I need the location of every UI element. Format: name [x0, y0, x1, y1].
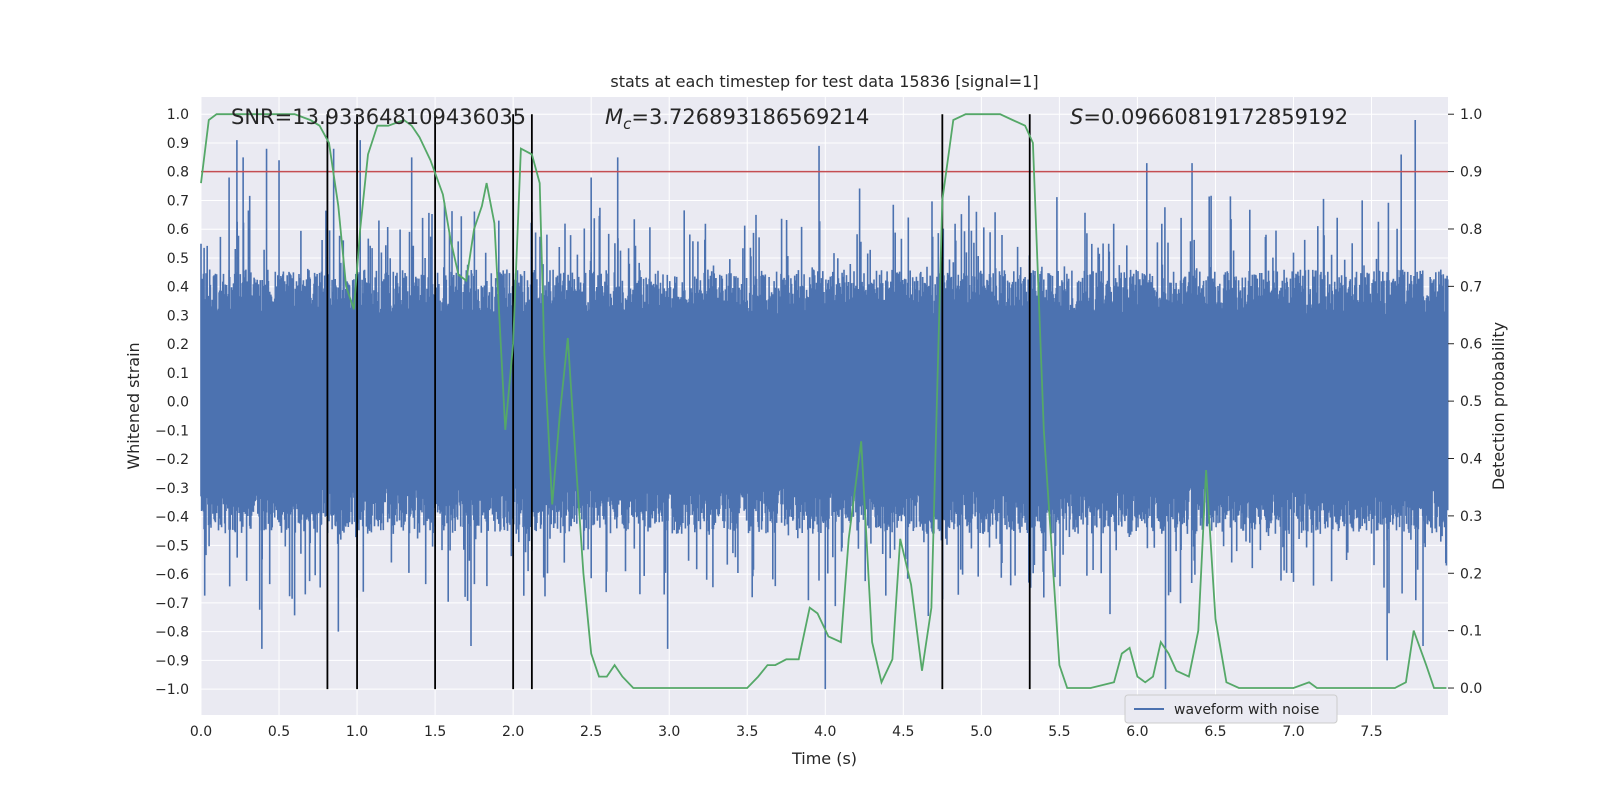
y-tick-label: −0.2 [155, 452, 189, 468]
chart-title: stats at each timestep for test data 158… [610, 72, 1038, 91]
x-tick-label: 7.5 [1360, 724, 1382, 740]
y-tick-label: 0.8 [167, 165, 189, 181]
probability-series [200, 113, 1447, 689]
x-tick-label: 5.5 [1048, 724, 1070, 740]
chirp-mass-subscript: c [623, 115, 632, 133]
x-tick-label: 6.5 [1204, 724, 1226, 740]
y-tick-label: 0.9 [167, 136, 189, 152]
x-tick-label: 1.0 [346, 724, 368, 740]
x-tick-label: 7.0 [1282, 724, 1304, 740]
x-tick-label: 2.5 [580, 724, 602, 740]
y2-tick-label: 0.0 [1460, 681, 1482, 697]
y-tick-label: 0.4 [167, 280, 189, 296]
y-tick-label: 0.5 [167, 251, 189, 267]
legend-box [1124, 694, 1338, 724]
s-symbol: S [1070, 105, 1083, 129]
y2-tick-label: 0.1 [1460, 624, 1482, 640]
y-axis-label: Whitened strain [124, 342, 143, 469]
x-tick-label: 4.5 [892, 724, 914, 740]
x-tick-label: 6.0 [1126, 724, 1148, 740]
y-tick-label: 0.2 [167, 337, 189, 353]
y-tick-label: −0.7 [155, 596, 189, 612]
y-tick-label: −0.5 [155, 538, 189, 554]
chirp-mass-annotation: Mc=3.726893186569214 [605, 105, 869, 133]
y-tick-label: 0.7 [167, 193, 189, 209]
y2-tick-label: 0.4 [1460, 452, 1482, 468]
x-tick-label: 4.0 [814, 724, 836, 740]
y2-tick-label: 0.7 [1460, 279, 1482, 295]
y2-tick-label: 0.5 [1460, 394, 1482, 410]
waveform-series [200, 119, 1449, 690]
chirp-mass-symbol: M [605, 105, 623, 129]
y-tick-label: −1.0 [155, 682, 189, 698]
y2-ticks: 1.0 0.9 0.8 0.7 0.6 0.5 0.4 0.3 0.2 0.1 0.0 [1448, 107, 1482, 697]
y2-axis-label: Detection probability [1489, 322, 1508, 490]
y-ticks: 1.0 0.9 0.8 0.7 0.6 0.5 0.4 0.3 0.2 0.1 0.0 −0.1 −0.… [155, 107, 189, 698]
waveform-noise [200, 188, 1449, 616]
y2-tick-label: 0.3 [1460, 509, 1482, 525]
y2-tick-label: 0.8 [1460, 222, 1482, 238]
legend-label-waveform: waveform with noise [1174, 702, 1319, 718]
y-tick-label: −0.3 [155, 481, 189, 497]
s-value: =0.09660819172859192 [1083, 105, 1348, 129]
snr-annotation: SNR=13.933648109436035 [231, 105, 526, 129]
y2-tick-label: 1.0 [1460, 107, 1482, 123]
y-tick-label: −0.4 [155, 510, 189, 526]
y-tick-label: −0.6 [155, 567, 189, 583]
x-tick-label: 3.5 [736, 724, 758, 740]
y2-tick-label: 0.9 [1460, 165, 1482, 181]
y-tick-label: −0.1 [155, 423, 189, 439]
x-tick-label: 0.5 [268, 724, 290, 740]
y-tick-label: 0.3 [167, 308, 189, 324]
y-tick-label: −0.8 [155, 625, 189, 641]
x-ticks: 0.0 0.5 1.0 1.5 2.0 2.5 3.0 3.5 4.0 4.5 5.0 5.5 6.0 6… [190, 724, 1383, 740]
x-axis-label: Time (s) [791, 749, 857, 768]
y-tick-label: 0.0 [167, 395, 189, 411]
legend: waveform with noise [1124, 694, 1338, 724]
y-tick-label: −0.9 [155, 653, 189, 669]
x-tick-label: 3.0 [658, 724, 680, 740]
chirp-mass-value: =3.726893186569214 [631, 105, 869, 129]
x-tick-label: 5.0 [970, 724, 992, 740]
x-tick-label: 2.0 [502, 724, 524, 740]
y2-tick-label: 0.2 [1460, 566, 1482, 582]
y-tick-label: 0.6 [167, 222, 189, 238]
y-tick-label: 0.1 [167, 366, 189, 382]
s-annotation: S=0.09660819172859192 [1070, 105, 1348, 129]
y-tick-label: 1.0 [167, 107, 189, 123]
x-tick-label: 1.5 [424, 724, 446, 740]
y2-tick-label: 0.6 [1460, 337, 1482, 353]
x-tick-label: 0.0 [190, 724, 212, 740]
